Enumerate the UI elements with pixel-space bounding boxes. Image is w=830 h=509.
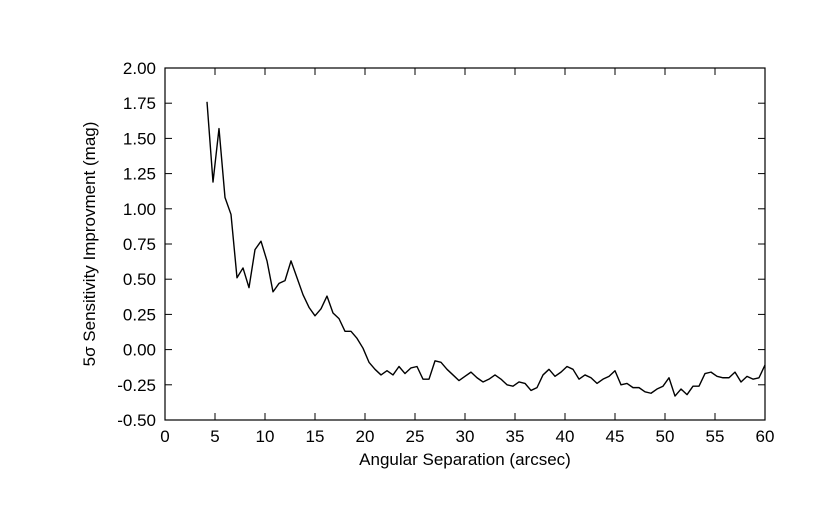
plot-frame xyxy=(164,67,766,421)
y-tick-label: 0.75 xyxy=(123,235,156,254)
y-tick-label: 2.00 xyxy=(123,59,156,78)
x-tick-label: 45 xyxy=(606,427,625,446)
y-tick-label: 1.00 xyxy=(123,200,156,219)
x-tick-label: 20 xyxy=(356,427,375,446)
y-tick-label: 1.25 xyxy=(123,165,156,184)
x-tick-label: 25 xyxy=(406,427,425,446)
x-tick-label: 55 xyxy=(706,427,725,446)
x-axis: 0 5 10 15 20 25 30 35 40 45 50 55 60 xyxy=(160,68,774,446)
y-tick-label: -0.50 xyxy=(117,411,156,430)
x-tick-label: 30 xyxy=(456,427,475,446)
x-tick-label: 15 xyxy=(306,427,325,446)
y-tick-label: 0.50 xyxy=(123,270,156,289)
y-tick-label: 1.50 xyxy=(123,129,156,148)
x-axis-label: Angular Separation (arcsec) xyxy=(359,450,571,469)
y-tick-label: -0.25 xyxy=(117,376,156,395)
x-tick-label: 60 xyxy=(756,427,775,446)
y-axis: -0.50 -0.25 0.00 0.25 0.50 0.75 1.00 1.25 1.50 1.… xyxy=(117,59,765,430)
x-tick-label: 50 xyxy=(656,427,675,446)
y-tick-label: 1.75 xyxy=(123,94,156,113)
x-tick-label: 40 xyxy=(556,427,575,446)
y-tick-label: 0.00 xyxy=(123,341,156,360)
series-line xyxy=(206,101,766,397)
x-tick-label: 10 xyxy=(256,427,275,446)
x-tick-label: 5 xyxy=(210,427,219,446)
x-tick-label: 0 xyxy=(160,427,169,446)
y-tick-label: 0.25 xyxy=(123,305,156,324)
x-tick-label: 35 xyxy=(506,427,525,446)
y-axis-label: 5σ Sensitivity Improvment (mag) xyxy=(80,122,99,367)
